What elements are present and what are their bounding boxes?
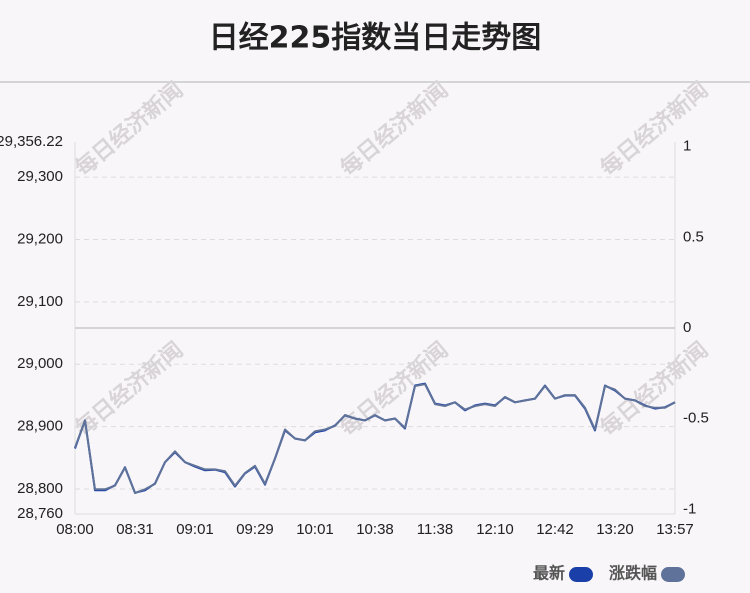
y2-tick-label: 1 [683,138,691,155]
legend-label: 最新 [533,564,565,583]
x-tick-label: 12:42 [536,521,574,538]
x-tick-label: 13:57 [656,521,694,538]
watermark: 每日经济新闻 [70,337,188,442]
watermark: 每日经济新闻 [595,77,713,182]
x-tick-label: 11:38 [417,521,453,538]
y-tick-label: 28,760 [17,505,63,522]
x-tick-label: 13:20 [596,521,634,538]
y2-tick-label: 0 [683,319,691,336]
x-tick-label: 08:31 [116,521,154,538]
y-tick-label: 28,800 [17,480,63,497]
y-tick-label: 29,356.22 [0,133,63,150]
y-tick-label: 29,200 [17,230,63,247]
legend-swatch [569,567,593,582]
x-tick-label: 10:01 [296,521,334,538]
chart-title: 日经225指数当日走势图 [209,21,542,56]
y2-tick-label: 0.5 [683,228,704,245]
watermark: 每日经济新闻 [335,77,453,182]
x-tick-label: 09:01 [176,521,214,538]
x-tick-label: 08:00 [56,521,94,538]
y2-tick-label: -1 [683,500,696,517]
y2-tick-label: -0.5 [683,410,709,427]
legend-label: 涨跌幅 [609,564,657,583]
x-tick-label: 10:38 [356,521,394,538]
legend-swatch [661,567,685,582]
y-tick-label: 29,100 [17,293,63,310]
line-series [74,383,676,494]
watermark: 每日经济新闻 [335,337,453,442]
y-tick-label: 28,900 [17,418,63,435]
x-tick-label: 09:29 [236,521,274,538]
x-tick-label: 12:10 [476,521,514,538]
y-tick-label: 29,000 [17,355,63,372]
y-tick-label: 29,300 [17,168,63,185]
watermark: 每日经济新闻 [70,77,188,182]
